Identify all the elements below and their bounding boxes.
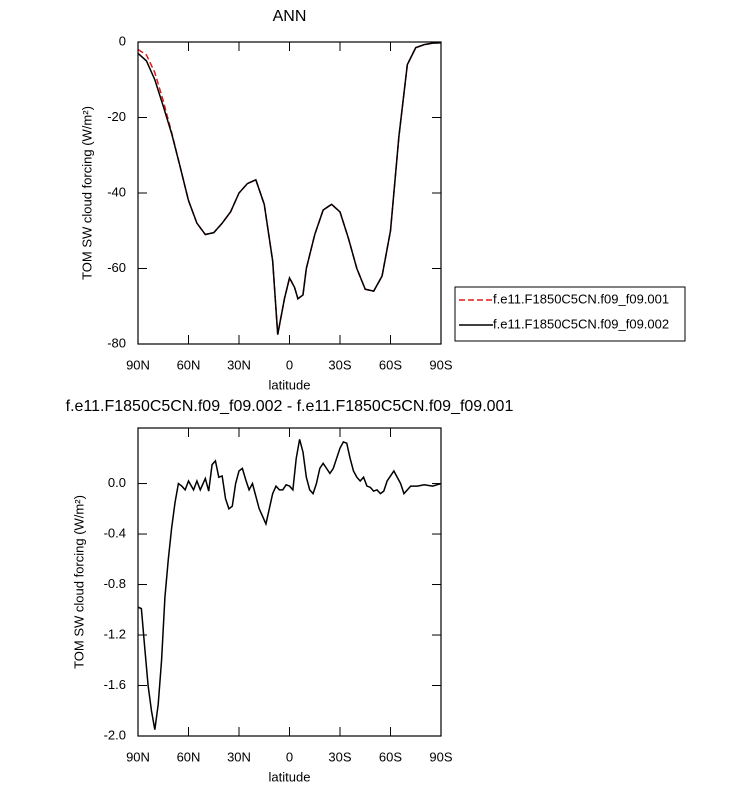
y-tick-label: -60 [107,260,126,275]
y-tick-label: -0.8 [104,576,126,591]
x-tick-label: 30S [328,357,351,372]
x-tick-label: 60N [177,749,201,764]
y-tick-label: 0.0 [108,475,126,490]
x-tick-label: 90S [429,749,452,764]
x-tick-label: 90N [126,749,150,764]
data-line [137,439,442,730]
chart-title: ANN [273,8,307,25]
y-tick-label: 0 [119,33,126,48]
y-tick-label: -1.6 [104,677,126,692]
x-tick-label: 30N [227,749,251,764]
x-tick-label: 60S [379,357,402,372]
x-tick-label: 0 [286,357,293,372]
y-axis-label: TOM SW cloud forcing (W/m²) [71,495,86,669]
y-tick-label: -40 [107,184,126,199]
x-tick-label: 60S [379,749,402,764]
y-tick-label: -20 [107,109,126,124]
y-axis-label: TOM SW cloud forcing (W/m²) [79,106,94,280]
x-tick-label: 90N [126,357,150,372]
y-tick-label: -0.4 [104,525,126,540]
x-tick-label: 60N [177,357,201,372]
x-tick-label: 0 [286,749,293,764]
y-tick-label: -1.2 [104,626,126,641]
x-tick-label: 30S [328,749,351,764]
x-axis-label: latitude [269,769,311,784]
y-tick-label: -80 [107,335,126,350]
legend-label: f.e11.F1850C5CN.f09_f09.001 [493,291,669,306]
x-axis-label: latitude [269,377,311,392]
legend-label: f.e11.F1850C5CN.f09_f09.002 [493,316,669,331]
plot-frame [137,427,442,737]
plot-frame [137,41,442,345]
x-tick-label: 90S [429,357,452,372]
x-tick-label: 30N [227,357,251,372]
data-line [137,42,442,335]
legend-box [454,286,686,342]
chart-title: f.e11.F1850C5CN.f09_f09.002 - f.e11.F185… [66,398,514,415]
y-tick-label: -2.0 [104,727,126,742]
data-line [137,42,442,335]
